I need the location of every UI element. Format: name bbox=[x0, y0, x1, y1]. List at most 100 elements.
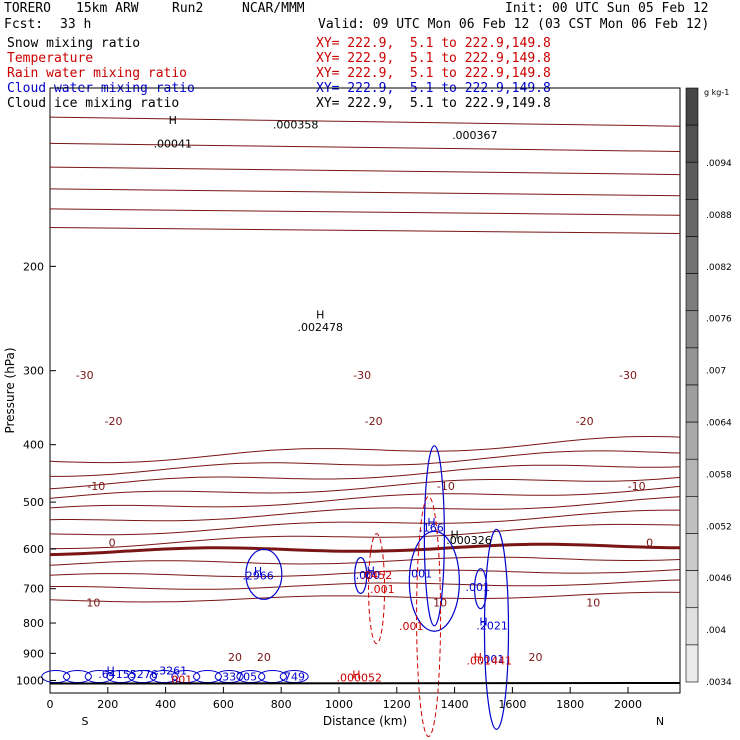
x-tick-label: 1000 bbox=[325, 698, 353, 711]
isotherm-label: -30 bbox=[353, 369, 371, 382]
x-tick-label: 2000 bbox=[614, 698, 642, 711]
colorbar-segment bbox=[685, 644, 699, 683]
x-tick-label: 1400 bbox=[441, 698, 469, 711]
isotherm-label: 20 bbox=[228, 651, 242, 664]
isotherm-line-0 bbox=[49, 542, 681, 557]
isotherm-line--35 bbox=[50, 450, 681, 477]
field-name-cloud-ice: Cloud ice mixing ratio bbox=[7, 96, 180, 111]
isotherm-line-upper bbox=[49, 208, 681, 216]
rain-water-contour bbox=[368, 533, 386, 645]
field-name-rain: Rain water mixing ratio bbox=[7, 66, 188, 81]
max-label: .2021 bbox=[476, 619, 508, 632]
isotherm-line--5 bbox=[50, 523, 681, 550]
isotherm-label: -10 bbox=[87, 480, 105, 493]
isotherm-line--25 bbox=[49, 476, 681, 499]
x-end-left: S bbox=[82, 715, 89, 728]
colorbar-tick-label: .0082 bbox=[706, 263, 732, 273]
colorbar-segment bbox=[685, 273, 699, 312]
max-label: H bbox=[450, 529, 458, 542]
header-valid: Valid: 09 UTC Mon 06 Feb 12 (03 CST Mon … bbox=[318, 17, 710, 32]
y-tick-label: 300 bbox=[23, 365, 44, 378]
max-label: .64155276 bbox=[98, 668, 158, 681]
isotherm-label: 0 bbox=[646, 536, 653, 549]
max-label: .3261 bbox=[156, 665, 188, 678]
isotherm-line-upper bbox=[49, 188, 681, 197]
isotherm-line-10 bbox=[49, 569, 681, 578]
isotherm-line--30 bbox=[49, 464, 681, 490]
max-label: H bbox=[479, 616, 487, 629]
max-label: .33705 bbox=[219, 670, 258, 683]
colorbar-segment bbox=[685, 496, 699, 534]
max-label: .000326 bbox=[446, 534, 492, 547]
max-label: H bbox=[254, 565, 262, 578]
max-label: .001 bbox=[480, 653, 505, 666]
y-tick-label: 1000 bbox=[16, 674, 44, 687]
isotherm-line--20 bbox=[49, 485, 681, 509]
max-label: .001 bbox=[399, 620, 424, 633]
field-xy-rain: XY= 222.9, 5.1 to 222.9,149.8 bbox=[316, 66, 551, 81]
isotherm-label: 0 bbox=[109, 536, 116, 549]
colorbar-tick-label: .007 bbox=[706, 367, 726, 377]
isotherm-label: -10 bbox=[437, 480, 455, 493]
colorbar-tick-label: .0046 bbox=[706, 574, 732, 584]
isotherm-label: -20 bbox=[365, 415, 383, 428]
colorbar-tick-label: .0052 bbox=[706, 522, 732, 532]
colorbar-segment bbox=[685, 124, 699, 163]
colorbar-tick-label: .0094 bbox=[706, 159, 732, 169]
isotherm-label: -30 bbox=[76, 369, 94, 382]
y-tick-label: 600 bbox=[23, 543, 44, 556]
max-label: .001 bbox=[465, 581, 490, 594]
x-end-right: N bbox=[656, 715, 664, 728]
max-label: .166 bbox=[419, 522, 444, 535]
colorbar-segment bbox=[685, 199, 699, 237]
max-label: H bbox=[107, 665, 115, 678]
max-label: H bbox=[316, 309, 324, 322]
cloud-water-contour bbox=[354, 556, 368, 595]
field-name-temperature: Temperature bbox=[7, 51, 94, 66]
isotherm-line--40 bbox=[49, 435, 681, 464]
header-model: TORERO bbox=[4, 1, 51, 16]
cloud-water-contour bbox=[245, 548, 283, 600]
header-resolution: 15km ARW bbox=[76, 1, 139, 16]
colorbar-segment bbox=[685, 347, 699, 386]
max-label: .0452 bbox=[361, 569, 393, 582]
isotherm-label: -20 bbox=[576, 415, 594, 428]
isotherm-line-20 bbox=[49, 591, 681, 603]
isotherm-line-upper bbox=[49, 142, 681, 153]
colorbar-segment bbox=[685, 421, 699, 460]
field-name-snow: Snow mixing ratio bbox=[7, 36, 141, 51]
colorbar-tick-label: .0034 bbox=[706, 678, 732, 688]
isotherm-label: 10 bbox=[586, 596, 600, 609]
x-tick-label: 400 bbox=[155, 698, 176, 711]
cloud-water-contour bbox=[62, 670, 92, 684]
colorbar-segment bbox=[685, 570, 699, 609]
colorbar-segment bbox=[685, 384, 699, 423]
x-tick-label: 800 bbox=[271, 698, 292, 711]
isotherm-label: 20 bbox=[257, 651, 271, 664]
isotherm-line-upper bbox=[49, 227, 681, 234]
colorbar-segment bbox=[685, 161, 699, 200]
isotherm-line-upper bbox=[49, 116, 681, 127]
cloud-water-contour bbox=[473, 568, 488, 610]
isotherm-label: -30 bbox=[619, 369, 637, 382]
isotherm-line--10 bbox=[49, 509, 680, 536]
isotherm-line-15 bbox=[50, 579, 681, 590]
header-fcst-value: 33 h bbox=[60, 17, 92, 32]
header-init: Init: 00 UTC Sun 05 Feb 12 bbox=[505, 1, 709, 16]
max-label: .00041 bbox=[154, 137, 193, 150]
header-run: Run2 bbox=[172, 1, 204, 16]
field-xy-cloud-ice: XY= 222.9, 5.1 to 222.9,149.8 bbox=[316, 96, 551, 111]
max-label: .001441 bbox=[467, 655, 513, 668]
isotherm-label: -20 bbox=[105, 415, 123, 428]
max-label: H bbox=[169, 114, 177, 127]
cloud-water-contour bbox=[193, 670, 222, 684]
max-label: .001 bbox=[408, 567, 433, 580]
max-label: H bbox=[367, 564, 375, 577]
colorbar-tick-label: .004 bbox=[706, 626, 726, 636]
plot-frame bbox=[49, 87, 681, 694]
max-label: .000 bbox=[356, 569, 381, 582]
max-label: H bbox=[474, 651, 482, 664]
cloud-water-contour bbox=[408, 530, 460, 632]
